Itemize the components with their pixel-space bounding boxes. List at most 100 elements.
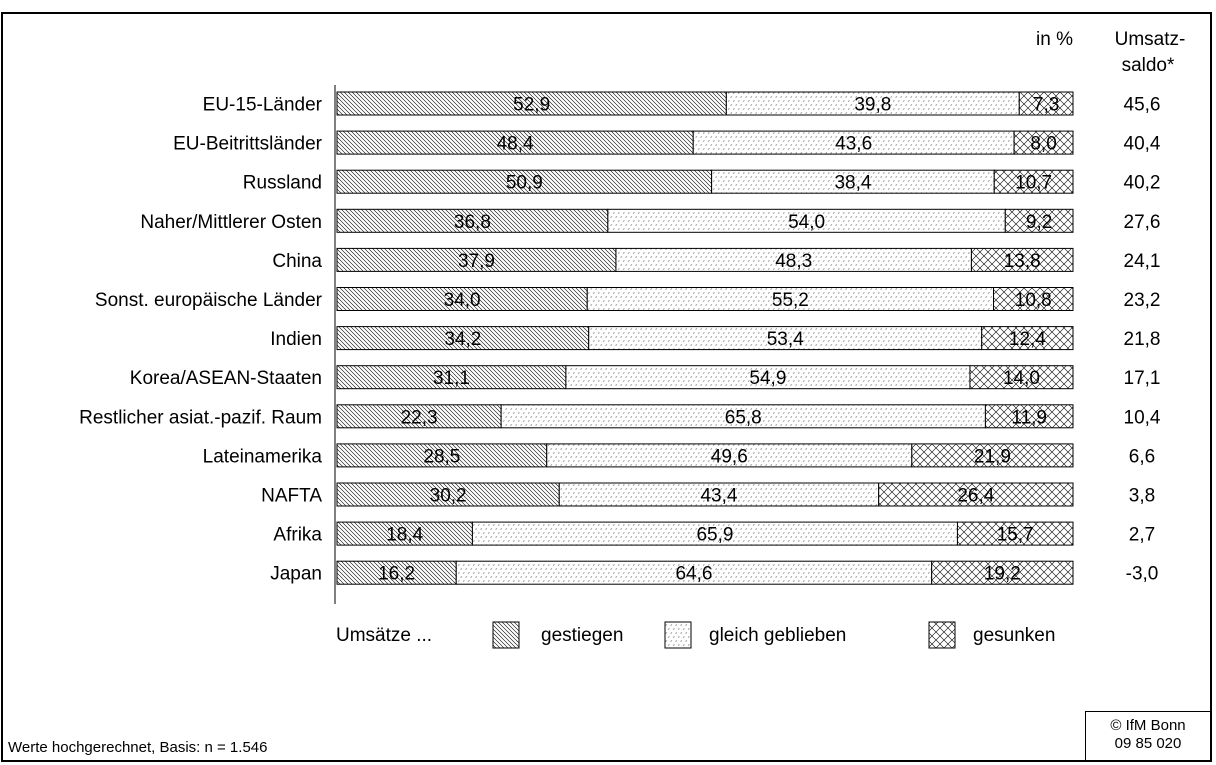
data-label-gestiegen: 37,9 [458,251,495,272]
data-label-gleich-geblieben: 54,0 [788,212,825,233]
category-label: Korea/ASEAN-Staaten [130,368,322,389]
data-label-gestiegen: 52,9 [513,95,550,116]
footnote: Werte hochgerechnet, Basis: n = 1.546 [8,739,268,756]
bar-row: Restlicher asiat.-pazif. Raum 22,3 65,8 11,… [79,404,1161,429]
bar-row: Indien 34,2 53,4 12,4 21,8 [270,326,1161,351]
data-label-gesunken: 7,3 [1033,95,1059,116]
legend-swatch-gleich-geblieben [664,621,692,649]
bar-row: EU-Beitrittsländer 48,4 43,6 8,0 40,4 [173,130,1161,155]
data-label-gesunken: 9,2 [1026,212,1052,233]
saldo-value: 17,1 [1124,368,1161,389]
saldo-value: 40,4 [1124,134,1161,155]
bar-segment-gesunken [993,287,1074,311]
bar-row: Russland 50,9 38,4 10,7 40,2 [243,169,1161,194]
saldo-value: 21,8 [1124,329,1161,350]
bar-row: Lateinamerika 28,5 49,6 21,9 6,6 [203,443,1155,468]
category-label: Restlicher asiat.-pazif. Raum [79,407,322,428]
bar-segment-gesunken [969,365,1074,390]
data-label-gestiegen: 16,2 [378,564,415,585]
saldo-value: 24,1 [1124,251,1161,272]
credit-box: © IfM Bonn 09 85 020 [1085,711,1210,762]
bar-row: Afrika 18,4 65,9 15,7 2,7 [273,521,1155,546]
data-label-gestiegen: 48,4 [497,134,534,155]
data-label-gesunken: 12,4 [1009,329,1046,350]
data-label-gleich-geblieben: 48,3 [775,251,812,272]
data-label-gleich-geblieben: 65,8 [725,407,762,428]
category-label: Sonst. europäische Länder [95,290,323,311]
saldo-value: 2,7 [1129,525,1155,546]
saldo-value: 40,2 [1124,173,1161,194]
bar-segment-gesunken [984,404,1074,429]
data-label-gestiegen: 36,8 [454,212,491,233]
data-label-gleich-geblieben: 49,6 [711,446,748,467]
data-label-gesunken: 15,7 [997,525,1034,546]
chart-frame [1,12,1212,762]
legend-prefix: Umsätze ... [336,625,432,646]
data-label-gestiegen: 31,1 [433,368,470,389]
data-label-gestiegen: 30,2 [430,486,467,507]
bar-segment-gesunken [878,482,1074,507]
bar-row: EU-15-Länder 52,9 39,8 7,3 45,6 [203,91,1160,116]
category-label: Afrika [273,525,322,546]
saldo-value: 10,4 [1124,407,1161,428]
data-label-gestiegen: 28,5 [423,446,460,467]
data-label-gestiegen: 34,2 [444,329,481,350]
category-label: Lateinamerika [203,446,323,467]
legend-swatch-gestiegen [492,621,520,649]
category-label: Naher/Mittlerer Osten [140,212,322,233]
saldo-value: 6,6 [1129,446,1155,467]
bar-row: Sonst. europäische Länder 34,0 55,2 10,8 23,… [95,287,1161,311]
data-label-gesunken: 10,7 [1015,173,1052,194]
category-label: Russland [243,173,322,194]
data-label-gesunken: 8,0 [1030,134,1056,155]
legend: Umsätze ... gestiegen gleich geblieben g… [336,621,1055,649]
legend-label-gleich-geblieben: gleich geblieben [709,625,846,646]
bar-row: Korea/ASEAN-Staaten 31,1 54,9 14,0 17,1 [130,365,1161,390]
data-label-gesunken: 11,9 [1011,407,1047,428]
saldo-value: 23,2 [1124,290,1161,311]
category-label: China [272,251,322,272]
saldo-value: -3,0 [1126,564,1159,585]
data-label-gesunken: 10,8 [1015,290,1052,311]
credit-line1: © IfM Bonn [1110,717,1186,734]
saldo-value: 3,8 [1129,486,1155,507]
legend-swatch-gesunken [928,621,956,649]
bar-segment-gesunken [1004,208,1074,233]
bar-row: China 37,9 48,3 13,8 24,1 [272,247,1161,272]
data-label-gestiegen: 34,0 [444,290,481,311]
saldo-value: 27,6 [1124,212,1161,233]
saldo-header-line1: Umsatz- [1115,29,1186,50]
data-label-gleich-geblieben: 64,6 [675,564,712,585]
data-label-gleich-geblieben: 43,6 [835,134,872,155]
unit-label: in % [1036,29,1073,50]
data-label-gestiegen: 50,9 [506,173,543,194]
bar-segment-gesunken [1018,91,1074,116]
data-label-gleich-geblieben: 39,8 [854,95,891,116]
bar-segment-gesunken [911,443,1074,468]
category-label: EU-Beitrittsländer [173,134,323,155]
legend-label-gesunken: gesunken [973,625,1055,646]
bar-rows: EU-15-Länder 52,9 39,8 7,3 45,6 EU-Beitrittsl… [79,91,1161,585]
bar-segment-gesunken [931,560,1074,585]
data-label-gleich-geblieben: 53,4 [767,329,804,350]
bar-row: NAFTA 30,2 43,4 26,4 3,8 [261,482,1155,507]
category-label: Japan [270,564,322,585]
category-label: NAFTA [261,486,322,507]
data-label-gesunken: 26,4 [957,486,994,507]
data-label-gesunken: 21,9 [974,446,1011,467]
data-label-gleich-geblieben: 54,9 [749,368,786,389]
data-label-gesunken: 14,0 [1003,368,1040,389]
data-label-gleich-geblieben: 55,2 [772,290,809,311]
data-label-gleich-geblieben: 43,4 [700,486,737,507]
data-label-gleich-geblieben: 38,4 [834,173,871,194]
category-label: EU-15-Länder [203,95,323,116]
data-label-gestiegen: 22,3 [401,407,438,428]
saldo-header-line2: saldo* [1122,55,1175,76]
data-label-gleich-geblieben: 65,9 [696,525,733,546]
data-label-gesunken: 19,2 [984,564,1021,585]
bar-segment-gesunken [993,169,1074,194]
legend-label-gestiegen: gestiegen [541,625,623,646]
bar-segment-gesunken [970,247,1074,272]
credit-line2: 09 85 020 [1114,735,1182,752]
